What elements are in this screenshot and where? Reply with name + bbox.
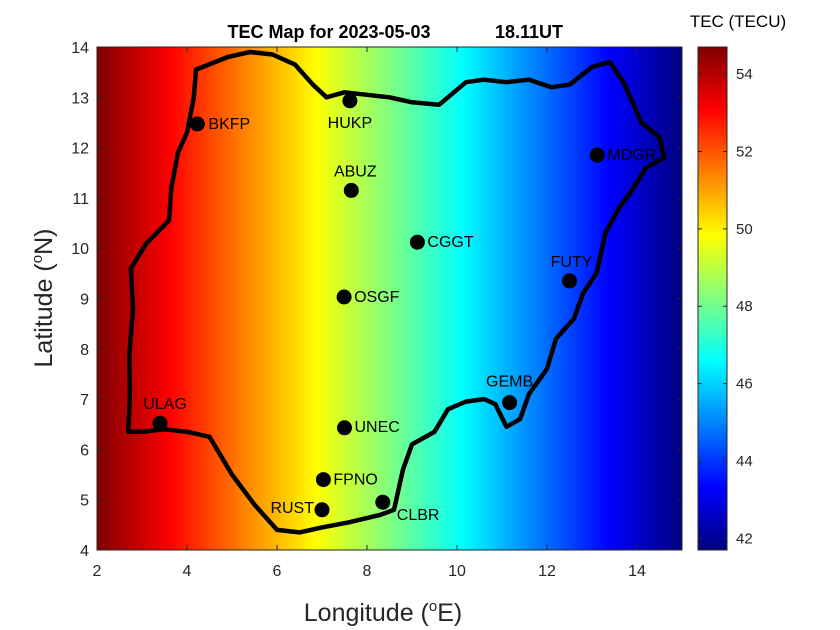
x-tick-label: 4: [183, 563, 192, 580]
station-marker-bkfp: [189, 116, 205, 132]
station-label-futy: FUTY: [551, 254, 593, 271]
station-label-unec: UNEC: [355, 419, 400, 436]
y-tick-label: 7: [80, 392, 89, 409]
colorbar-tick-label: 46: [736, 376, 753, 393]
y-tick-label: 10: [71, 241, 89, 258]
country-boundary: [125, 49, 667, 535]
station-marker-ulag: [152, 415, 168, 431]
station-label-clbr: CLBR: [397, 507, 440, 524]
y-tick-label: 8: [80, 342, 89, 359]
station-marker-hukp: [342, 93, 358, 109]
station-label-rust: RUST: [270, 500, 314, 517]
colorbar: [697, 46, 728, 551]
x-axis-label: Longitude (oE): [304, 598, 462, 627]
station-marker-rust: [314, 502, 330, 518]
station-marker-cggt: [409, 234, 425, 250]
y-axis-label: Latitude (oN): [29, 229, 58, 368]
station-label-gemb: GEMB: [486, 374, 533, 391]
chart-title: TEC Map for 2023-05-03: [227, 22, 430, 42]
colorbar-tick-label: 42: [736, 530, 753, 547]
station-label-bkfp: BKFP: [208, 116, 250, 133]
y-axis-label-superscript: o: [29, 255, 46, 263]
y-tick-label: 6: [80, 442, 89, 459]
chart-time-label: 18.11UT: [495, 22, 563, 42]
x-tick-label: 14: [628, 563, 646, 580]
station-label-mdgr: MDGR: [607, 147, 656, 164]
x-axis-ticks: 2 4 6 8 10 12 14: [93, 47, 646, 580]
station-label-cggt: CGGT: [427, 234, 473, 251]
station-marker-fpno: [315, 472, 331, 488]
colorbar-tick-label: 44: [736, 453, 753, 470]
station-label-abuz: ABUZ: [334, 163, 377, 180]
stations-layer: BKFP HUKP MDGR ABUZ CGGT FUTY OSGF GEMB ULAG UNEC…: [143, 93, 656, 524]
y-tick-label: 9: [80, 292, 89, 309]
station-marker-gemb: [502, 395, 518, 411]
station-marker-unec: [337, 420, 352, 436]
y-axis-ticks: 4 5 6 7 8 9 10 11 12 13 14: [71, 40, 682, 560]
station-label-fpno: FPNO: [333, 472, 377, 489]
x-tick-label: 6: [273, 563, 282, 580]
colorbar-tick-label: 48: [736, 298, 753, 315]
colorbar-title: TEC (TECU): [690, 12, 786, 31]
station-marker-abuz: [343, 182, 359, 198]
station-label-osgf: OSGF: [354, 289, 400, 306]
colorbar-tick-label: 50: [736, 221, 753, 238]
y-tick-label: 13: [71, 90, 89, 107]
station-marker-futy: [562, 273, 577, 289]
y-tick-label: 4: [80, 543, 89, 560]
x-tick-label: 2: [93, 563, 102, 580]
station-marker-mdgr: [589, 147, 605, 163]
station-label-hukp: HUKP: [328, 115, 372, 132]
station-marker-osgf: [336, 289, 352, 305]
y-tick-label: 5: [80, 493, 89, 510]
station-marker-clbr: [375, 494, 391, 510]
x-tick-label: 10: [448, 563, 466, 580]
x-tick-label: 12: [538, 563, 556, 580]
station-label-ulag: ULAG: [143, 396, 187, 413]
x-tick-label: 8: [363, 563, 372, 580]
colorbar-tick-label: 54: [736, 66, 753, 83]
y-tick-label: 12: [71, 141, 89, 158]
colorbar-tick-label: 52: [736, 143, 753, 160]
x-axis-label-superscript: o: [429, 598, 437, 615]
colorbar-ticks: 42 44 46 48 50 52 54: [698, 66, 753, 547]
y-tick-label: 11: [72, 191, 89, 208]
y-tick-label: 14: [71, 40, 89, 57]
